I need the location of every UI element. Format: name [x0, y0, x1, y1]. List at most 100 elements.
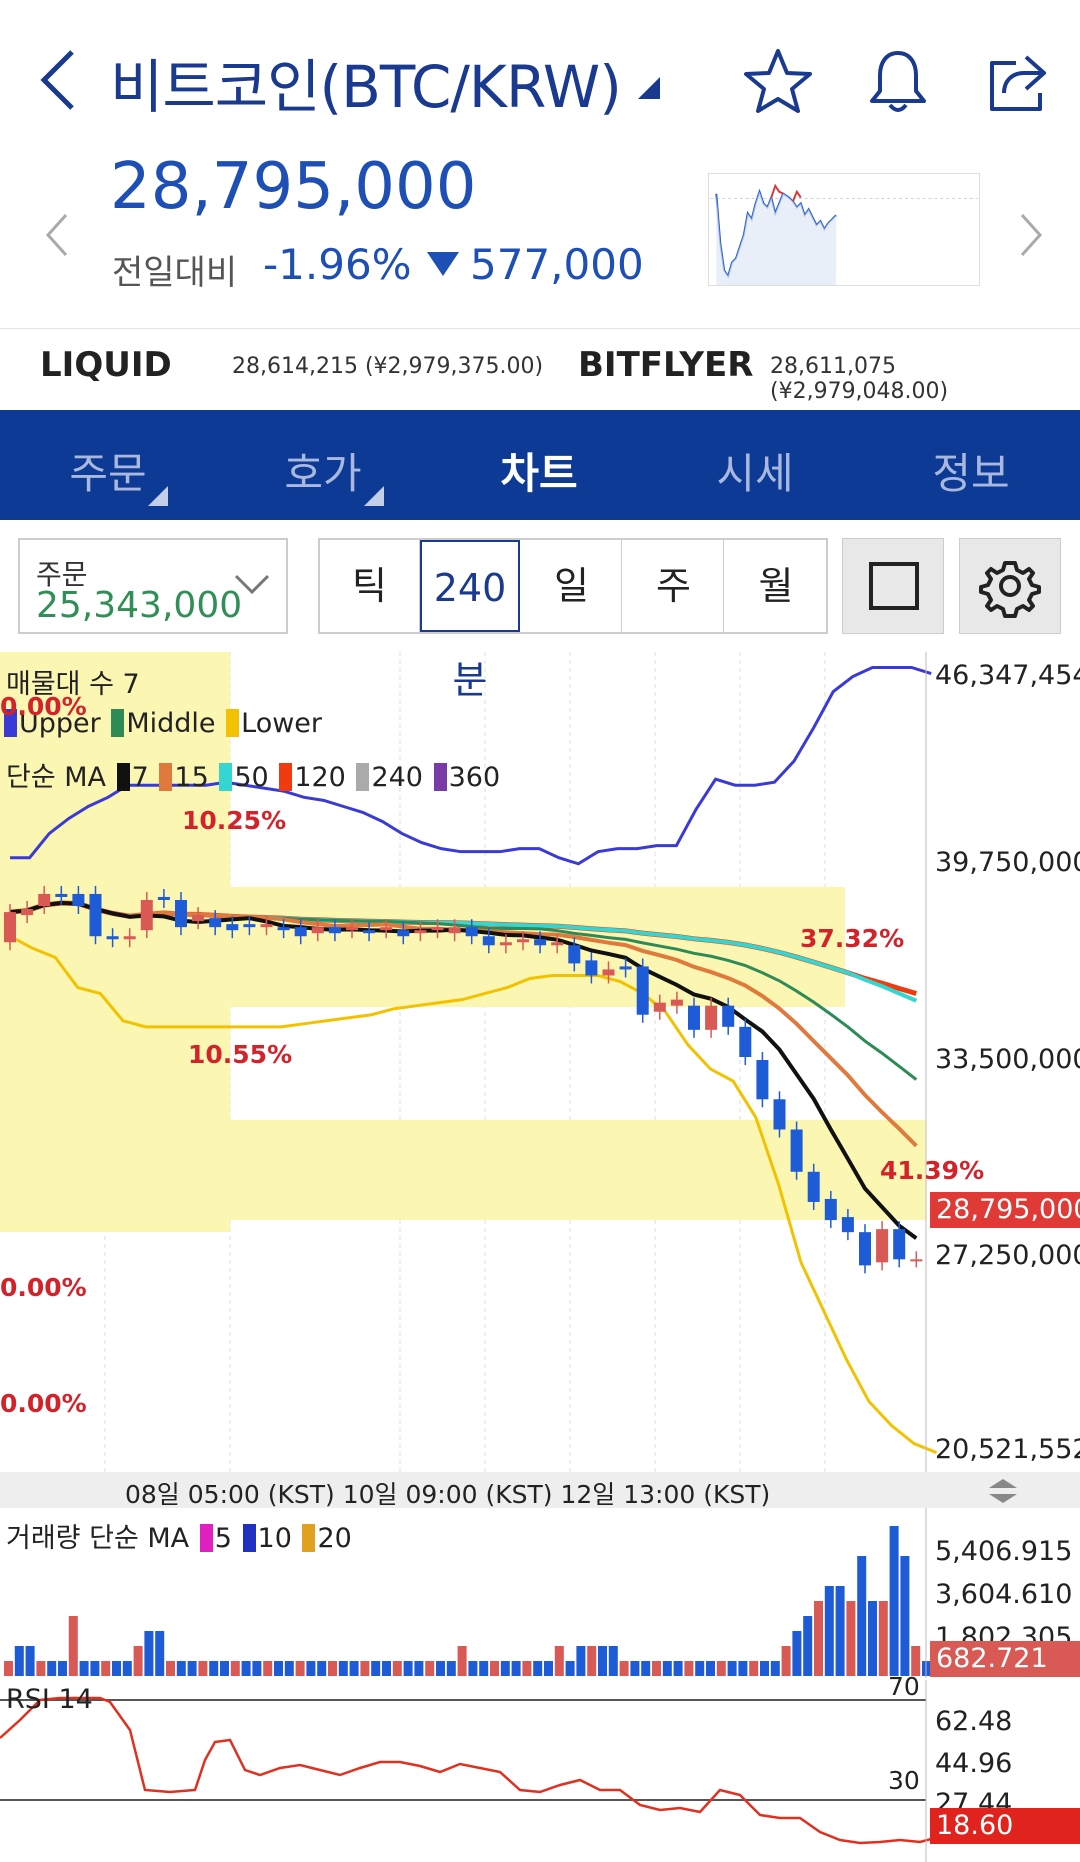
back-chevron-icon[interactable]	[30, 40, 90, 120]
candle	[499, 942, 512, 946]
period-tick[interactable]: 틱	[320, 540, 420, 632]
tab-order[interactable]: 주문	[69, 449, 147, 498]
volume-bar	[68, 1616, 78, 1676]
volume-bar	[630, 1661, 640, 1676]
volume-chart[interactable]	[0, 1508, 1080, 1678]
volume-bar	[338, 1661, 348, 1676]
tab-orderbook-dropdown-icon	[364, 486, 384, 506]
volume-bar	[554, 1646, 564, 1676]
middle-swatch	[111, 709, 125, 737]
volume-bar	[652, 1661, 661, 1676]
candle	[653, 1002, 666, 1012]
star-icon[interactable]	[742, 45, 814, 117]
volume-bar	[360, 1661, 370, 1676]
bollinger-legend: Upper Middle Lower	[2, 708, 322, 739]
candle	[140, 899, 153, 931]
candle	[397, 930, 410, 937]
ma-legend: 단순 MA 7 15 50 120 240 360	[6, 755, 500, 794]
candle	[38, 893, 51, 907]
volume-bar	[889, 1526, 899, 1676]
vma20-label: 20	[317, 1523, 352, 1554]
volume-bar	[403, 1661, 413, 1676]
fullscreen-button[interactable]	[842, 538, 944, 634]
legend-lower: Lower	[241, 708, 323, 739]
candle	[636, 966, 649, 1015]
period-day[interactable]: 일	[522, 540, 622, 632]
ma15-swatch	[159, 763, 173, 791]
tab-bar	[0, 410, 1080, 520]
tab-quotes[interactable]: 시세	[716, 449, 794, 498]
tab-info[interactable]: 정보	[932, 449, 1010, 498]
ma120-label: 120	[294, 762, 346, 793]
vma5-label: 5	[214, 1523, 232, 1554]
tab-orderbook[interactable]: 호가	[284, 449, 362, 498]
caret-down-icon[interactable]	[636, 75, 662, 101]
volume-bar	[792, 1631, 802, 1676]
chevron-down-icon	[234, 574, 270, 595]
volume-y-label: 5,406.915	[935, 1536, 1073, 1567]
vma5-swatch	[199, 1524, 213, 1552]
rsi-chart[interactable]	[0, 1680, 1080, 1862]
ma240-swatch	[356, 763, 370, 791]
exchange-name: LIQUID	[40, 345, 172, 385]
change-amount: 577,000	[470, 240, 644, 289]
candle	[55, 893, 68, 897]
page-title[interactable]: 비트코인(BTC/KRW)	[110, 53, 622, 121]
prev-arrow-icon[interactable]	[38, 205, 78, 265]
candle	[568, 945, 581, 964]
vma10-swatch	[242, 1524, 256, 1552]
candle	[209, 918, 222, 928]
order-type-select[interactable]	[18, 538, 288, 634]
legend-middle: Middle	[126, 708, 216, 739]
candle	[807, 1171, 820, 1202]
zone-percent-label: 37.32%	[800, 924, 905, 953]
rsi-level-label: 70	[888, 1672, 920, 1701]
price-chart[interactable]	[0, 652, 1080, 1472]
order-select-label: 주문	[36, 558, 88, 591]
exchange-value: 28,611,075 (¥2,979,048.00)	[770, 354, 949, 404]
share-icon[interactable]	[982, 45, 1054, 117]
period-month[interactable]: 월	[758, 564, 794, 608]
order-select-value: 25,343,000	[36, 585, 243, 626]
candle	[448, 927, 461, 934]
volume-bar	[576, 1646, 586, 1676]
volume-bar	[306, 1661, 316, 1676]
volume-bar	[695, 1661, 705, 1676]
volume-bar	[274, 1661, 283, 1676]
y-axis-label: 39,750,000	[935, 847, 1080, 878]
period-240min[interactable]: 240분	[420, 540, 520, 702]
tab-chart[interactable]: 차트	[500, 449, 578, 498]
ma7-swatch	[116, 763, 130, 791]
resize-handle-icon[interactable]	[985, 1476, 1021, 1506]
candle	[21, 909, 34, 916]
volume-bar	[4, 1661, 13, 1676]
candle	[294, 927, 307, 937]
period-week[interactable]: 주	[624, 540, 724, 632]
y-axis-label: 27,250,000	[935, 1240, 1080, 1271]
volume-bar	[457, 1646, 467, 1676]
volume-bar	[857, 1556, 867, 1676]
bell-icon[interactable]	[862, 45, 934, 117]
header-bar: 비트코인(BTC/KRW)	[0, 0, 1080, 160]
mini-sparkline-chart[interactable]	[708, 173, 980, 286]
volume-bar	[176, 1661, 186, 1676]
candle	[705, 1005, 718, 1030]
settings-button[interactable]	[959, 538, 1061, 634]
current-price: 28,795,000	[110, 150, 477, 224]
ma-line	[9, 901, 918, 1240]
candle	[4, 912, 16, 943]
candle	[585, 960, 598, 976]
candle	[89, 893, 102, 937]
ma50-label: 50	[234, 762, 269, 793]
candle	[824, 1198, 837, 1221]
volume-bar	[846, 1601, 856, 1676]
volume-bar	[511, 1661, 521, 1676]
zone-percent-label: 0.00%	[0, 1273, 87, 1302]
volume-bar	[706, 1661, 715, 1676]
vma10-label: 10	[257, 1523, 292, 1554]
volume-bar	[328, 1661, 337, 1676]
next-arrow-icon[interactable]	[1010, 205, 1050, 265]
volume-bar	[490, 1661, 499, 1676]
volume-bar	[544, 1661, 553, 1676]
ma120-swatch	[279, 763, 293, 791]
